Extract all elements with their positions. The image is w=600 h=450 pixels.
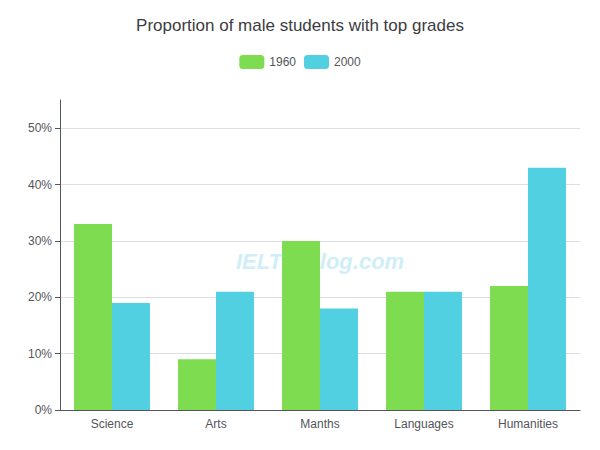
svg-text:Arts: Arts: [205, 417, 226, 431]
svg-text:Manths: Manths: [300, 417, 339, 431]
svg-text:30%: 30%: [28, 234, 52, 248]
svg-text:40%: 40%: [28, 178, 52, 192]
svg-text:Humanities: Humanities: [498, 417, 558, 431]
svg-text:Proportion of male students wi: Proportion of male students with top gra…: [136, 16, 464, 35]
svg-text:10%: 10%: [28, 347, 52, 361]
svg-text:20%: 20%: [28, 290, 52, 304]
svg-text:2000: 2000: [334, 55, 361, 69]
svg-text:1960: 1960: [269, 55, 296, 69]
svg-text:0%: 0%: [35, 403, 53, 417]
svg-text:Science: Science: [91, 417, 134, 431]
svg-text:IELTS-Blog.com: IELTS-Blog.com: [235, 248, 405, 274]
svg-text:50%: 50%: [28, 121, 52, 135]
svg-text:Languages: Languages: [394, 417, 453, 431]
